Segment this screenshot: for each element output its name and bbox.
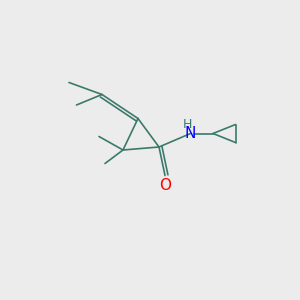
Text: N: N: [185, 126, 196, 141]
Text: H: H: [183, 118, 192, 131]
Text: O: O: [159, 178, 171, 193]
